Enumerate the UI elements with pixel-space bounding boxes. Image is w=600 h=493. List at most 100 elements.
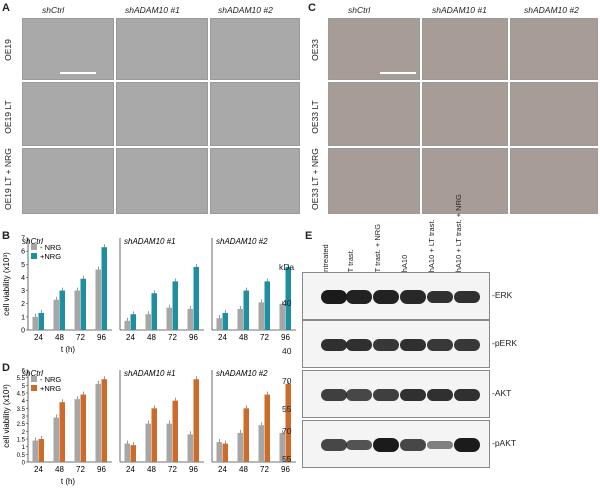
ytick-label-D-12: 6 <box>22 369 26 375</box>
xtick-label-B-1-3: 96 <box>189 333 198 342</box>
bar-D-0-1-1 <box>59 402 65 462</box>
panel-c-col-0: shCtrl <box>348 5 371 15</box>
subplot-title-D-2: shADAM10 #2 <box>216 369 268 378</box>
panel-c-col-2: shADAM10 #2 <box>524 5 579 15</box>
bar-B-2-1-0 <box>237 308 243 330</box>
bar-B-1-1-0 <box>145 314 151 330</box>
ylabel-D: cell viability (x10³) <box>2 384 11 448</box>
bar-B-0-1-1 <box>59 290 65 330</box>
panel-d-letter: D <box>2 362 10 374</box>
legend-swatch-B-1 <box>31 253 37 259</box>
ytick-label-B-3: 3 <box>21 288 25 295</box>
ytick-label-B-6: 6 <box>21 249 25 256</box>
legend-label-D-1: +NRG <box>40 384 61 393</box>
xtick-label-D-2-3: 96 <box>281 465 290 474</box>
bar-D-0-1-0 <box>53 417 59 462</box>
protein-label-akt: -AKT <box>492 388 512 398</box>
micrograph-oe19ltnrg-shadam10-2 <box>210 148 300 214</box>
subplot-title-B-2: shADAM10 #2 <box>216 237 268 246</box>
bar-B-1-3-0 <box>187 308 193 330</box>
micrograph-oe33ltnrg-shctrl <box>328 148 420 214</box>
bar-B-0-3-1 <box>101 247 107 330</box>
bar-D-0-3-1 <box>101 379 107 462</box>
band-perk-5 <box>454 338 480 352</box>
ytick-label-B-1: 1 <box>21 314 25 321</box>
bar-D-1-0-1 <box>130 445 136 462</box>
bar-B-0-2-0 <box>74 290 80 330</box>
micrograph-oe33lt-shctrl <box>328 82 420 146</box>
bar-B-2-1-1 <box>243 290 249 330</box>
micrograph-oe33ltnrg-shadam10-1 <box>422 148 508 214</box>
panel-a-col-0: shCtrl <box>42 5 65 15</box>
xtick-label-B-2-0: 24 <box>218 333 227 342</box>
protein-label-erk: -ERK <box>492 290 513 300</box>
xtick-label-D-2-2: 72 <box>260 465 269 474</box>
bar-D-2-2-0 <box>258 425 264 462</box>
xtick-label-B-1-2: 72 <box>168 333 177 342</box>
micrograph-oe19lt-shadam10-2 <box>210 82 300 146</box>
bar-B-1-2-0 <box>166 307 172 330</box>
xtick-label-B-0-0: 24 <box>34 333 43 342</box>
band-pakt-1 <box>346 439 372 451</box>
bar-D-2-1-1 <box>243 408 249 462</box>
xtick-label-D-0-2: 72 <box>76 465 85 474</box>
xtick-label-B-2-2: 72 <box>260 333 269 342</box>
legend-swatch-D-1 <box>31 385 37 391</box>
bar-D-1-3-1 <box>193 379 199 462</box>
xtick-label-B-1-0: 24 <box>126 333 135 342</box>
bar-D-2-0-0 <box>216 442 222 462</box>
ytick-label-B-2: 2 <box>21 301 25 308</box>
panel-c-letter: C <box>308 2 316 14</box>
ytick-label-D-5: 2.5 <box>17 422 26 428</box>
bar-B-0-2-1 <box>80 278 86 330</box>
kda-marker-3-1: 55 <box>282 454 292 464</box>
bar-B-2-0-1 <box>222 312 228 330</box>
panel-a-col-1: shADAM10 #1 <box>125 5 180 15</box>
legend-label-D-0: - NRG <box>40 375 61 384</box>
bar-B-1-0-0 <box>124 320 130 330</box>
panel-a-row-0: OE19 <box>3 39 13 61</box>
band-erk-4 <box>427 290 453 304</box>
lane-label-5: shA10 + LT trast. + NRG <box>454 194 463 276</box>
xtick-label-B-0-1: 48 <box>55 333 64 342</box>
bar-B-2-2-0 <box>258 302 264 330</box>
panel-c-row-2: OE33 LT + NRG <box>310 148 320 210</box>
bar-B-0-3-0 <box>95 269 101 330</box>
xtick-label-D-0-1: 48 <box>55 465 64 474</box>
xlabel-B: t (h) <box>61 345 76 354</box>
bar-D-2-3-0 <box>279 432 285 462</box>
micrograph-oe33-shadam10-2 <box>510 18 598 80</box>
band-perk-2 <box>373 338 399 352</box>
bar-D-0-0-0 <box>32 440 38 462</box>
bar-B-0-0-0 <box>32 316 38 330</box>
micrograph-oe33-shctrl <box>328 18 420 80</box>
micrograph-oe19ltnrg-shadam10-1 <box>116 148 208 214</box>
micrograph-oe33lt-shadam10-2 <box>510 82 598 146</box>
blot-akt <box>302 370 490 418</box>
kda-marker-2-0: 70 <box>282 376 292 386</box>
viability-charts: cell viability (x10³) t (h) shCtrl 0 1 2 3 4 5 6 7… <box>2 236 296 486</box>
ytick-label-D-4: 2 <box>22 430 26 436</box>
xtick-label-D-2-1: 48 <box>239 465 248 474</box>
xtick-label-D-1-3: 96 <box>189 465 198 474</box>
panel-c-row-0: OE33 <box>310 39 320 61</box>
band-akt-3 <box>400 388 426 402</box>
bar-D-1-3-0 <box>187 434 193 462</box>
protein-label-perk: -pERK <box>492 338 518 348</box>
band-erk-2 <box>373 290 399 304</box>
band-perk-4 <box>427 338 453 352</box>
band-erk-5 <box>454 290 480 304</box>
subplot-title-B-0: shCtrl <box>22 237 43 246</box>
xtick-label-D-1-0: 24 <box>126 465 135 474</box>
legend-label-B-0: - NRG <box>40 243 61 252</box>
micrograph-oe19lt-shctrl <box>22 82 114 146</box>
micrograph-oe33ltnrg-shadam10-2 <box>510 148 598 214</box>
bar-B-1-3-1 <box>193 266 199 330</box>
scale-bar-c <box>380 72 416 74</box>
band-pakt-5 <box>454 438 480 452</box>
band-akt-2 <box>373 389 399 401</box>
bar-B-1-0-1 <box>130 314 136 330</box>
lane-label-4: shA10 + LT trast. <box>427 219 436 276</box>
xtick-label-D-2-0: 24 <box>218 465 227 474</box>
panel-e-letter: E <box>305 230 313 242</box>
